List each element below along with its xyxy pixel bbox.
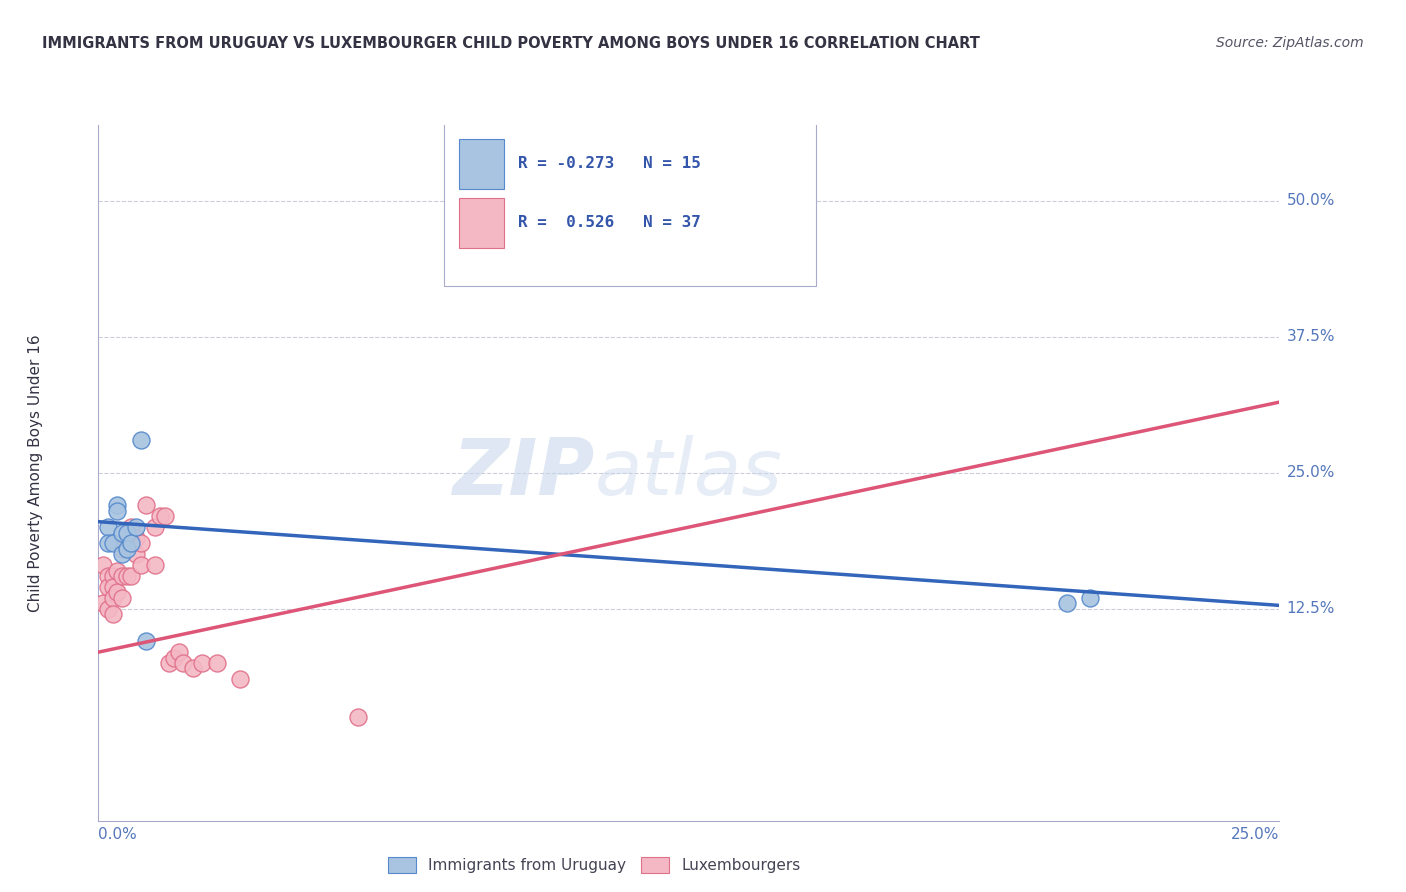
Text: 25.0%: 25.0% (1232, 827, 1279, 841)
Point (101, 591, 124, 605)
Text: Source: ZipAtlas.com: Source: ZipAtlas.com (1216, 36, 1364, 50)
Point (191, 656, 214, 670)
Point (105, 504, 128, 518)
Text: Child Poverty Among Boys Under 16: Child Poverty Among Boys Under 16 (28, 334, 42, 612)
Point (560, 194, 582, 208)
FancyBboxPatch shape (444, 103, 817, 285)
Point (149, 509, 172, 524)
Point (111, 591, 134, 605)
Point (101, 580, 124, 594)
Text: 0.0%: 0.0% (98, 827, 138, 841)
Point (153, 509, 176, 524)
Point (157, 656, 180, 670)
Point (121, 569, 143, 583)
Point (115, 536, 138, 550)
Point (1056, 596, 1078, 610)
Point (121, 536, 143, 550)
Point (229, 673, 252, 687)
Point (101, 569, 124, 583)
Point (105, 499, 128, 513)
Point (121, 520, 143, 534)
Point (105, 585, 128, 599)
Point (111, 541, 134, 556)
Point (1080, 591, 1102, 605)
Point (205, 656, 228, 670)
Point (101, 536, 124, 550)
Bar (458, 139, 503, 189)
Point (125, 531, 148, 545)
Point (129, 536, 152, 550)
Point (101, 607, 124, 621)
Text: 50.0%: 50.0% (1286, 194, 1334, 209)
Point (172, 656, 194, 670)
Point (97, 601, 120, 615)
Point (129, 433, 152, 447)
Legend: Immigrants from Uruguay, Luxembourgers: Immigrants from Uruguay, Luxembourgers (382, 851, 807, 880)
Point (135, 499, 157, 513)
Text: IMMIGRANTS FROM URUGUAY VS LUXEMBOURGER CHILD POVERTY AMONG BOYS UNDER 16 CORREL: IMMIGRANTS FROM URUGUAY VS LUXEMBOURGER … (42, 36, 980, 51)
Text: atlas: atlas (595, 434, 782, 511)
Point (163, 650, 186, 665)
Point (115, 541, 138, 556)
Point (115, 525, 138, 540)
Point (97, 569, 120, 583)
Bar (458, 198, 503, 248)
Point (105, 564, 128, 578)
Text: 25.0%: 25.0% (1286, 466, 1334, 480)
Text: R =  0.526   N = 37: R = 0.526 N = 37 (517, 216, 700, 230)
Point (91, 558, 114, 573)
Point (347, 710, 370, 724)
Point (111, 547, 134, 561)
Text: 12.5%: 12.5% (1286, 601, 1334, 616)
Point (97, 580, 120, 594)
Point (135, 634, 157, 648)
Point (115, 569, 138, 583)
Point (111, 525, 134, 540)
Point (91, 596, 114, 610)
Point (167, 645, 190, 659)
Text: ZIP: ZIP (453, 434, 595, 511)
Point (125, 520, 148, 534)
Text: R = -0.273   N = 15: R = -0.273 N = 15 (517, 156, 700, 171)
Point (181, 661, 204, 675)
Point (143, 520, 166, 534)
Point (143, 558, 166, 573)
Point (111, 569, 134, 583)
Text: 37.5%: 37.5% (1286, 329, 1334, 344)
Point (97, 536, 120, 550)
Point (97, 520, 120, 534)
Point (125, 547, 148, 561)
Point (129, 558, 152, 573)
